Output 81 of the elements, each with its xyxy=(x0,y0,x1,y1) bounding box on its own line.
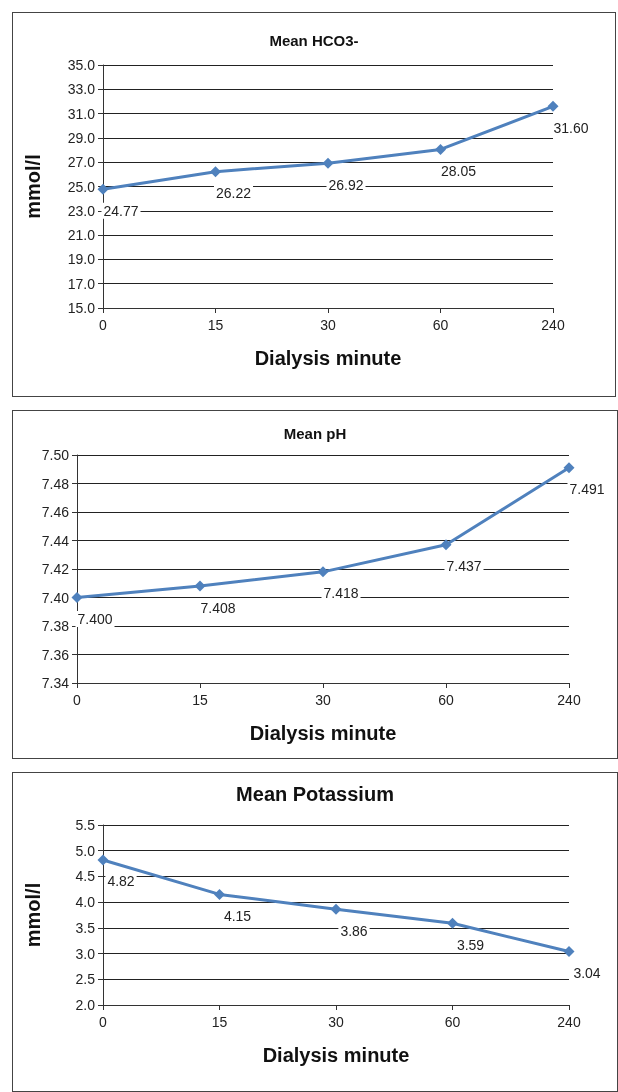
x-tick-label: 30 xyxy=(315,692,331,708)
x-tick-label: 60 xyxy=(444,1014,461,1030)
y-tick-label: 7.38 xyxy=(41,618,70,634)
point xyxy=(440,539,452,551)
y-tick-label: 7.36 xyxy=(41,646,70,663)
point xyxy=(214,888,225,900)
y-tick-label: 4.0 xyxy=(75,894,96,911)
point xyxy=(447,917,458,929)
y-tick-label: 23.0 xyxy=(67,202,96,219)
x-tick-label: 30 xyxy=(328,1014,344,1030)
data-label: 7.491 xyxy=(569,481,605,498)
y-axis-title: mmol/l xyxy=(22,882,44,948)
data-label: 28.05 xyxy=(440,162,477,179)
data-label: 3.04 xyxy=(573,965,601,982)
data-label: 26.92 xyxy=(328,176,364,193)
point xyxy=(71,592,83,603)
y-tick-label: 7.44 xyxy=(41,532,70,549)
point xyxy=(563,462,575,474)
y-tick-label: 19.0 xyxy=(67,251,96,268)
point xyxy=(317,566,329,578)
y-tick-label: 29.0 xyxy=(67,129,96,146)
y-tick-label: 2.0 xyxy=(75,997,96,1013)
x-tick-label: 30 xyxy=(320,317,336,333)
x-tick-label: 240 xyxy=(541,317,565,333)
chart-title: Mean HCO3- xyxy=(269,32,359,49)
point xyxy=(563,946,575,958)
y-axis-title: mmol/l xyxy=(22,154,44,219)
point xyxy=(322,157,334,169)
y-tick-label: 25.0 xyxy=(67,178,96,195)
data-label: 7.408 xyxy=(200,599,236,616)
chart-title: Mean Potassium xyxy=(236,783,394,805)
point xyxy=(435,143,446,155)
x-tick-label: 60 xyxy=(438,692,454,708)
data-label: 7.437 xyxy=(446,558,482,575)
x-tick-label: 15 xyxy=(192,692,208,708)
y-tick-label: 21.0 xyxy=(67,227,96,244)
y-tick-label: 7.46 xyxy=(41,504,70,520)
chart-title: Mean pH xyxy=(283,425,347,442)
data-label: 7.418 xyxy=(323,585,359,602)
point xyxy=(194,580,206,592)
x-axis-title: Dialysis minute xyxy=(249,722,397,744)
point xyxy=(97,183,109,195)
y-tick-label: 2.5 xyxy=(75,971,96,988)
y-tick-label: 5.0 xyxy=(75,842,96,859)
y-tick-label: 33.0 xyxy=(67,81,96,98)
y-tick-label: 35.0 xyxy=(67,57,96,73)
data-label: 31.60 xyxy=(553,119,589,136)
y-tick-label: 7.42 xyxy=(41,561,70,577)
y-tick-label: 7.48 xyxy=(41,475,70,492)
y-tick-label: 31.0 xyxy=(67,105,96,122)
y-tick-label: 3.0 xyxy=(75,945,96,962)
point xyxy=(330,903,342,915)
data-label: 26.22 xyxy=(215,185,252,202)
y-tick-label: 27.0 xyxy=(67,154,96,171)
x-tick-label: 60 xyxy=(432,317,449,333)
x-tick-label: 0 xyxy=(73,692,82,708)
x-axis-title: Dialysis minute xyxy=(262,1044,410,1066)
x-tick-label: 15 xyxy=(211,1014,228,1030)
y-tick-label: 7.40 xyxy=(41,589,70,606)
y-tick-label: 4.5 xyxy=(75,868,96,885)
y-tick-label: 3.5 xyxy=(75,919,96,936)
y-tick-label: 17.0 xyxy=(67,275,96,292)
point xyxy=(97,854,109,866)
point xyxy=(210,166,221,178)
y-tick-label: 7.50 xyxy=(41,447,70,463)
x-tick-label: 240 xyxy=(557,692,581,708)
y-tick-label: 7.34 xyxy=(41,675,70,691)
point xyxy=(547,100,559,112)
x-tick-label: 240 xyxy=(557,1014,581,1030)
data-label: 4.82 xyxy=(107,873,135,890)
data-label: 4.15 xyxy=(223,907,252,924)
y-tick-label: 5.5 xyxy=(75,817,96,833)
data-label: 7.400 xyxy=(77,611,113,627)
x-tick-label: 15 xyxy=(207,317,224,333)
x-axis-title: Dialysis minute xyxy=(254,347,402,369)
x-tick-label: 0 xyxy=(99,317,108,333)
x-tick-label: 0 xyxy=(99,1014,108,1030)
data-label: 3.86 xyxy=(340,922,368,939)
data-label: 24.77 xyxy=(103,202,139,219)
data-label: 3.59 xyxy=(456,936,485,953)
y-tick-label: 15.0 xyxy=(67,300,96,316)
